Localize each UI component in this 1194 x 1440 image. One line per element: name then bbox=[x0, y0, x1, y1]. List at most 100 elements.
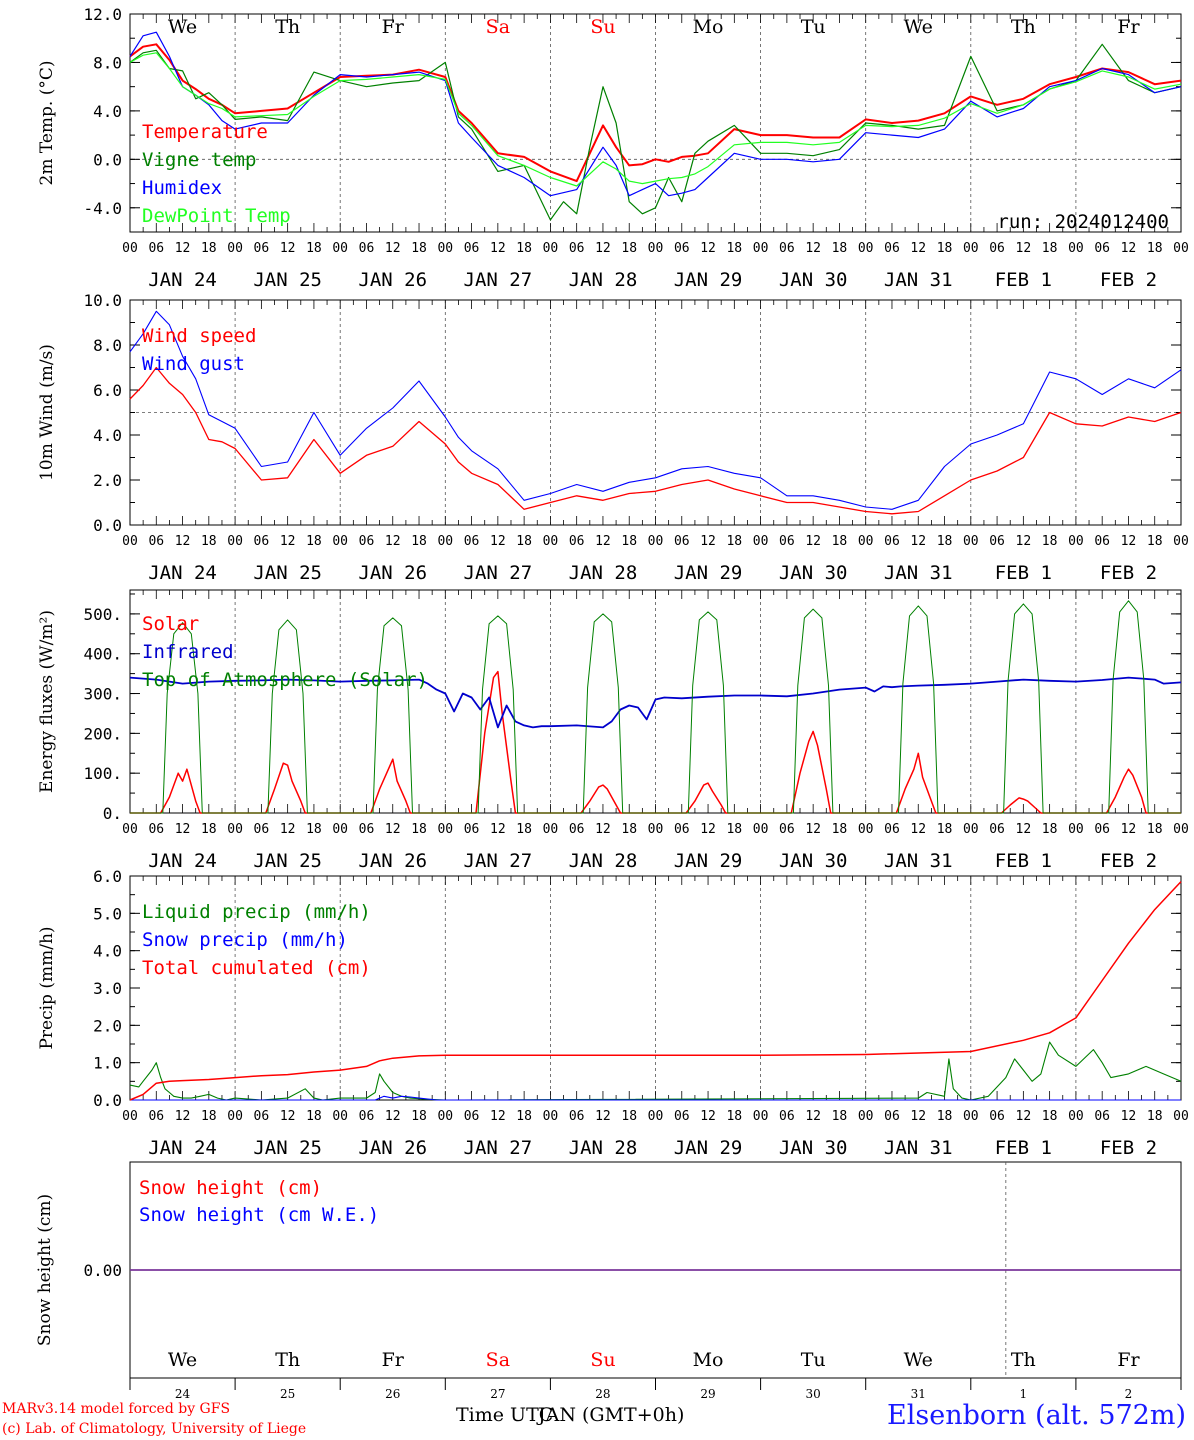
y-tick-label: 4.0 bbox=[93, 426, 122, 445]
hour-label: 12 bbox=[1121, 241, 1137, 256]
date-label: JAN 28 bbox=[569, 850, 638, 872]
hour-label: 12 bbox=[280, 822, 296, 837]
weekday-label: Tu bbox=[801, 1349, 826, 1371]
date-label: JAN 24 bbox=[148, 269, 217, 291]
weekday-label: Tu bbox=[801, 16, 826, 38]
date-label: JAN 30 bbox=[779, 1137, 848, 1159]
weekday-label: Mo bbox=[693, 1349, 724, 1371]
hour-label: 18 bbox=[306, 1109, 322, 1124]
date-label: JAN 26 bbox=[358, 562, 427, 584]
hour-label: 06 bbox=[464, 1109, 480, 1124]
date-label: JAN 27 bbox=[464, 850, 533, 872]
hour-label: 06 bbox=[254, 241, 270, 256]
date-label: FEB 1 bbox=[995, 269, 1052, 291]
hour-label: 12 bbox=[805, 534, 821, 549]
hour-label: 12 bbox=[700, 241, 716, 256]
y-tick-label: 1.0 bbox=[93, 1054, 122, 1073]
hour-label: 06 bbox=[989, 241, 1005, 256]
hour-label: 00 bbox=[122, 534, 138, 549]
hour-label: 06 bbox=[569, 1109, 585, 1124]
date-label: JAN 27 bbox=[464, 562, 533, 584]
y-tick-label: 5.0 bbox=[93, 904, 122, 923]
date-label: JAN 29 bbox=[674, 269, 743, 291]
day-number-label: 27 bbox=[490, 1387, 505, 1401]
y-tick-label: 3.0 bbox=[93, 979, 122, 998]
hour-label: 18 bbox=[1042, 534, 1058, 549]
legend-entry: Snow height (cm W.E.) bbox=[139, 1204, 379, 1226]
hour-label: 00 bbox=[1173, 822, 1189, 837]
day-number-label: 31 bbox=[911, 1387, 926, 1401]
hour-label: 06 bbox=[464, 534, 480, 549]
date-label: JAN 26 bbox=[358, 269, 427, 291]
hour-label: 18 bbox=[832, 534, 848, 549]
hour-label: 12 bbox=[175, 241, 191, 256]
hour-label: 12 bbox=[595, 822, 611, 837]
hour-label: 12 bbox=[1016, 1109, 1032, 1124]
hour-label: 06 bbox=[254, 822, 270, 837]
legend-entry: Infrared bbox=[142, 641, 234, 663]
day-number-label: 30 bbox=[806, 1387, 821, 1401]
hour-label: 00 bbox=[963, 534, 979, 549]
hour-label: 06 bbox=[464, 822, 480, 837]
weekday-label: Fr bbox=[1117, 1349, 1140, 1371]
date-label: JAN 25 bbox=[253, 850, 322, 872]
y-tick-label: 200. bbox=[83, 724, 122, 743]
hour-label: 18 bbox=[726, 822, 742, 837]
hour-label: 12 bbox=[700, 1109, 716, 1124]
hour-label: 00 bbox=[963, 822, 979, 837]
date-label: FEB 1 bbox=[995, 1137, 1052, 1159]
y-tick-label: 6.0 bbox=[93, 867, 122, 886]
hour-label: 00 bbox=[1068, 241, 1084, 256]
hour-label: 12 bbox=[280, 534, 296, 549]
date-label: JAN 25 bbox=[253, 269, 322, 291]
hour-label: 00 bbox=[858, 241, 874, 256]
hour-label: 12 bbox=[910, 241, 926, 256]
series-line-4 bbox=[129, 52, 1182, 187]
hour-label: 00 bbox=[543, 822, 559, 837]
hour-label: 06 bbox=[1094, 1109, 1110, 1124]
legend-entry: Snow height (cm) bbox=[139, 1177, 322, 1199]
hour-label: 18 bbox=[201, 241, 217, 256]
run-label: run: 2024012400 bbox=[997, 211, 1169, 233]
y-tick-label: 4.0 bbox=[93, 942, 122, 961]
y-tick-label: 400. bbox=[83, 645, 122, 664]
hour-label: 12 bbox=[1016, 241, 1032, 256]
hour-label: 18 bbox=[1147, 1109, 1163, 1124]
hour-label: 00 bbox=[1173, 534, 1189, 549]
date-label: JAN 31 bbox=[884, 562, 953, 584]
hour-label: 06 bbox=[989, 822, 1005, 837]
hour-label: 00 bbox=[543, 534, 559, 549]
hour-label: 12 bbox=[490, 241, 506, 256]
hour-label: 18 bbox=[1147, 534, 1163, 549]
time-axis-overlap-label: JAN (GMT+0h) bbox=[538, 1404, 685, 1426]
legend-entry: DewPoint Temp bbox=[142, 205, 291, 227]
hour-label: 18 bbox=[516, 241, 532, 256]
weekday-label: Su bbox=[590, 16, 615, 38]
date-label: JAN 31 bbox=[884, 1137, 953, 1159]
hour-label: 18 bbox=[621, 822, 637, 837]
date-label: JAN 29 bbox=[674, 1137, 743, 1159]
y-axis-label: Snow height (cm) bbox=[35, 1194, 55, 1346]
date-label: JAN 30 bbox=[779, 562, 848, 584]
hour-label: 18 bbox=[306, 534, 322, 549]
hour-label: 18 bbox=[1042, 1109, 1058, 1124]
hour-label: 00 bbox=[332, 241, 348, 256]
hour-label: 06 bbox=[779, 1109, 795, 1124]
hour-label: 12 bbox=[910, 534, 926, 549]
y-axis-label: Energy fluxes (W/m²) bbox=[37, 610, 57, 793]
hour-label: 06 bbox=[1094, 241, 1110, 256]
hour-label: 12 bbox=[805, 1109, 821, 1124]
hour-label: 06 bbox=[884, 534, 900, 549]
hour-label: 06 bbox=[464, 241, 480, 256]
hour-label: 06 bbox=[148, 241, 164, 256]
weekday-label: Sa bbox=[486, 16, 510, 38]
weekday-label: Fr bbox=[382, 16, 405, 38]
hour-label: 06 bbox=[674, 241, 690, 256]
hour-label: 18 bbox=[516, 1109, 532, 1124]
hour-label: 06 bbox=[148, 822, 164, 837]
y-axis-label: Precip (mm/h) bbox=[37, 926, 57, 1049]
hour-label: 00 bbox=[753, 534, 769, 549]
date-label: JAN 28 bbox=[569, 1137, 638, 1159]
y-tick-label: 0.0 bbox=[93, 516, 122, 535]
